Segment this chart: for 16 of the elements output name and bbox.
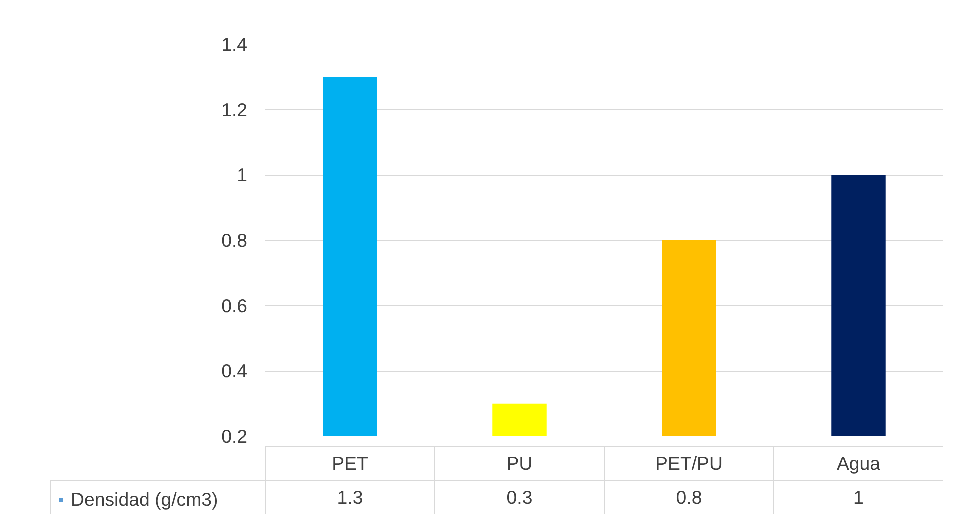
data-label: 0.3 <box>506 487 533 508</box>
data-label: 1 <box>854 487 864 508</box>
x-tick-label: PET/PU <box>656 453 723 474</box>
y-tick-label: 0.4 <box>222 360 248 382</box>
data-label: 1.3 <box>337 487 364 508</box>
data-label: 0.8 <box>676 487 702 508</box>
y-tick-label: 0.8 <box>222 230 248 251</box>
y-tick-label: 1 <box>237 164 248 186</box>
y-tick-label: 1.4 <box>222 34 248 55</box>
text: Densidad (g/cm3) <box>71 489 218 511</box>
y-tick-label: 0.2 <box>222 426 248 447</box>
x-tick-label: PET <box>332 453 368 474</box>
x-tick-label: Agua <box>836 453 882 474</box>
y-tick-label: 1.2 <box>222 99 248 120</box>
x-tick-label: PU <box>506 453 533 474</box>
y-tick-label: 0.6 <box>222 295 248 316</box>
